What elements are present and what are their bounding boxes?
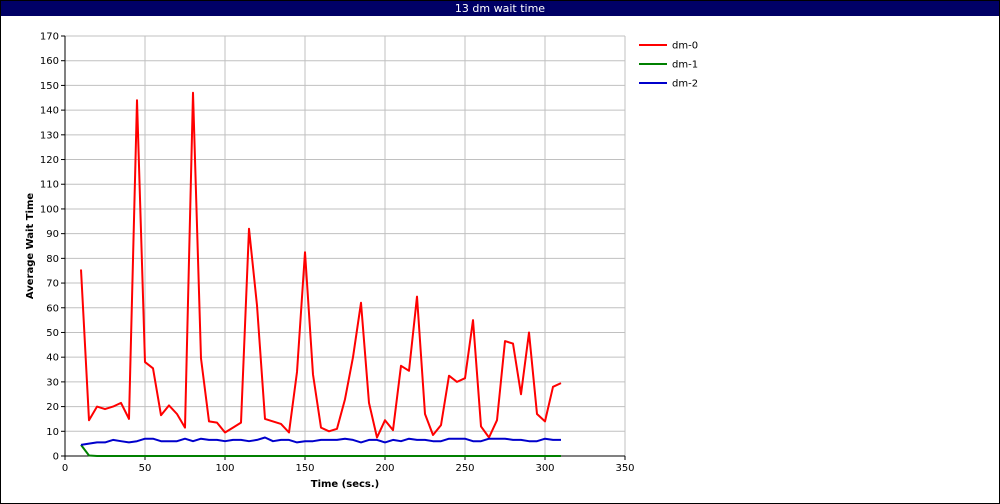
y-tick-label: 80 <box>46 254 59 265</box>
legend-label-dm-2: dm-2 <box>672 79 698 90</box>
y-tick-label: 100 <box>40 204 59 215</box>
y-tick-label: 20 <box>46 402 59 413</box>
x-tick-label: 200 <box>375 463 394 474</box>
y-tick-label: 110 <box>40 180 59 191</box>
y-tick-label: 50 <box>46 328 59 339</box>
y-tick-label: 70 <box>46 279 59 290</box>
plot-area <box>65 36 625 456</box>
y-tick-label: 10 <box>46 427 59 438</box>
x-axis-label: Time (secs.) <box>311 479 380 490</box>
x-tick-label: 0 <box>62 463 68 474</box>
legend-label-dm-0: dm-0 <box>672 41 698 52</box>
y-axis-label: Average Wait Time <box>25 193 36 300</box>
legend-label-dm-1: dm-1 <box>672 60 698 71</box>
y-tick-label: 90 <box>46 229 59 240</box>
x-tick-label: 250 <box>455 463 474 474</box>
y-tick-label: 140 <box>40 106 59 117</box>
x-tick-label: 100 <box>215 463 234 474</box>
y-tick-label: 40 <box>46 353 59 364</box>
series-line-dm-1 <box>80 444 561 457</box>
y-tick-label: 130 <box>40 130 59 141</box>
y-tick-label: 170 <box>40 32 59 43</box>
x-tick-label: 50 <box>139 463 152 474</box>
y-tick-label: 60 <box>46 303 59 314</box>
y-tick-label: 30 <box>46 377 59 388</box>
x-tick-label: 300 <box>535 463 554 474</box>
series-line-dm-0 <box>80 91 562 439</box>
y-tick-label: 120 <box>40 155 59 166</box>
x-tick-label: 350 <box>615 463 634 474</box>
chart-title: 13 dm wait time <box>1 1 999 16</box>
y-tick-label: 150 <box>40 81 59 92</box>
y-tick-label: 160 <box>40 56 59 67</box>
series-line-dm-2 <box>80 436 561 446</box>
x-tick-label: 150 <box>295 463 314 474</box>
y-tick-label: 0 <box>53 452 59 463</box>
